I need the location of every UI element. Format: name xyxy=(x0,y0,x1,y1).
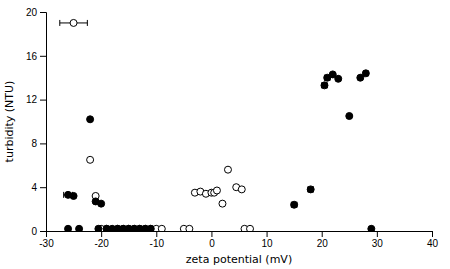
point xyxy=(346,113,353,120)
point xyxy=(219,200,226,207)
x-axis-line xyxy=(47,232,433,238)
point xyxy=(362,70,369,77)
x-tick-label: -20 xyxy=(94,238,109,249)
y-axis: 0 4 8 12 16 20 xyxy=(26,7,47,237)
point xyxy=(147,225,154,231)
marks xyxy=(60,19,375,231)
error-bar-cap xyxy=(59,20,60,26)
x-axis: -30 -20 -10 0 10 20 30 40 xyxy=(39,231,438,249)
x-tick-label: -10 xyxy=(150,238,165,249)
point xyxy=(87,116,94,123)
x-tick-label: 40 xyxy=(427,238,439,249)
x-tick: -30 xyxy=(39,231,54,249)
y-tick: 16 xyxy=(26,51,46,62)
y-tick-label: 4 xyxy=(31,182,37,193)
error-bar-cap xyxy=(87,20,88,26)
point xyxy=(98,200,105,207)
x-tick: 0 xyxy=(209,231,215,249)
y-tick: 8 xyxy=(31,138,46,149)
x-tick-mark xyxy=(156,231,157,237)
y-tick-mark xyxy=(40,143,46,144)
point xyxy=(70,19,77,26)
error-bar xyxy=(60,20,88,26)
y-tick-mark xyxy=(40,100,46,101)
x-tick-mark xyxy=(432,231,433,237)
point xyxy=(238,186,245,193)
x-tick: 40 xyxy=(427,231,439,249)
x-tick-label: 30 xyxy=(372,238,384,249)
x-tick: -20 xyxy=(94,231,109,249)
y-tick-mark xyxy=(40,12,46,13)
y-tick-label: 8 xyxy=(31,138,37,149)
x-tick-mark xyxy=(377,231,378,237)
error-bar xyxy=(322,82,328,88)
x-tick-label: 20 xyxy=(317,238,329,249)
point xyxy=(65,225,72,231)
x-tick: -10 xyxy=(150,231,165,249)
point xyxy=(213,187,220,194)
x-axis-title: zeta potential (mV) xyxy=(186,253,292,266)
point xyxy=(291,201,298,208)
error-bar-cap xyxy=(63,192,64,198)
point xyxy=(335,75,342,82)
y-tick: 20 xyxy=(26,7,46,18)
error-bar xyxy=(291,202,297,208)
x-tick-mark xyxy=(101,231,102,237)
y-tick-label: 20 xyxy=(26,7,38,18)
y-tick: 12 xyxy=(26,94,46,105)
plot-area: -30 -20 -10 0 10 20 30 40 0 4 8 12 16 20 xyxy=(26,7,439,249)
point xyxy=(224,166,231,173)
x-tick: 30 xyxy=(372,231,384,249)
y-tick-label: 0 xyxy=(31,226,37,237)
y-tick: 4 xyxy=(31,182,46,193)
x-tick: 10 xyxy=(262,231,274,249)
y-tick-label: 16 xyxy=(26,51,38,62)
point xyxy=(147,225,154,231)
error-bar xyxy=(64,192,73,198)
y-tick-mark xyxy=(40,187,46,188)
x-tick-mark xyxy=(322,231,323,237)
chart: -30 -20 -10 0 10 20 30 40 0 4 8 12 16 20 zeta potentia… xyxy=(0,0,450,269)
y-tick-mark xyxy=(40,231,46,232)
series xyxy=(64,70,375,231)
y-tick-mark xyxy=(40,56,46,57)
y-tick: 0 xyxy=(31,226,46,237)
point xyxy=(95,225,102,231)
point xyxy=(76,225,83,231)
y-tick-label: 12 xyxy=(26,94,38,105)
x-tick-mark xyxy=(211,231,212,237)
y-axis-title: turbidity (NTU) xyxy=(3,81,16,163)
point xyxy=(247,225,254,231)
x-tick-label: 0 xyxy=(209,238,215,249)
x-tick-label: 10 xyxy=(262,238,274,249)
y-axis-line xyxy=(40,13,47,232)
point xyxy=(158,225,165,231)
x-tick-mark xyxy=(267,231,268,237)
series xyxy=(60,19,254,231)
error-bar xyxy=(308,186,314,192)
x-tick: 20 xyxy=(317,231,329,249)
point xyxy=(65,191,72,198)
point xyxy=(321,82,328,89)
point xyxy=(368,225,375,231)
point xyxy=(186,225,193,231)
point xyxy=(307,186,314,193)
point xyxy=(87,156,94,163)
x-tick-label: -30 xyxy=(39,238,54,249)
